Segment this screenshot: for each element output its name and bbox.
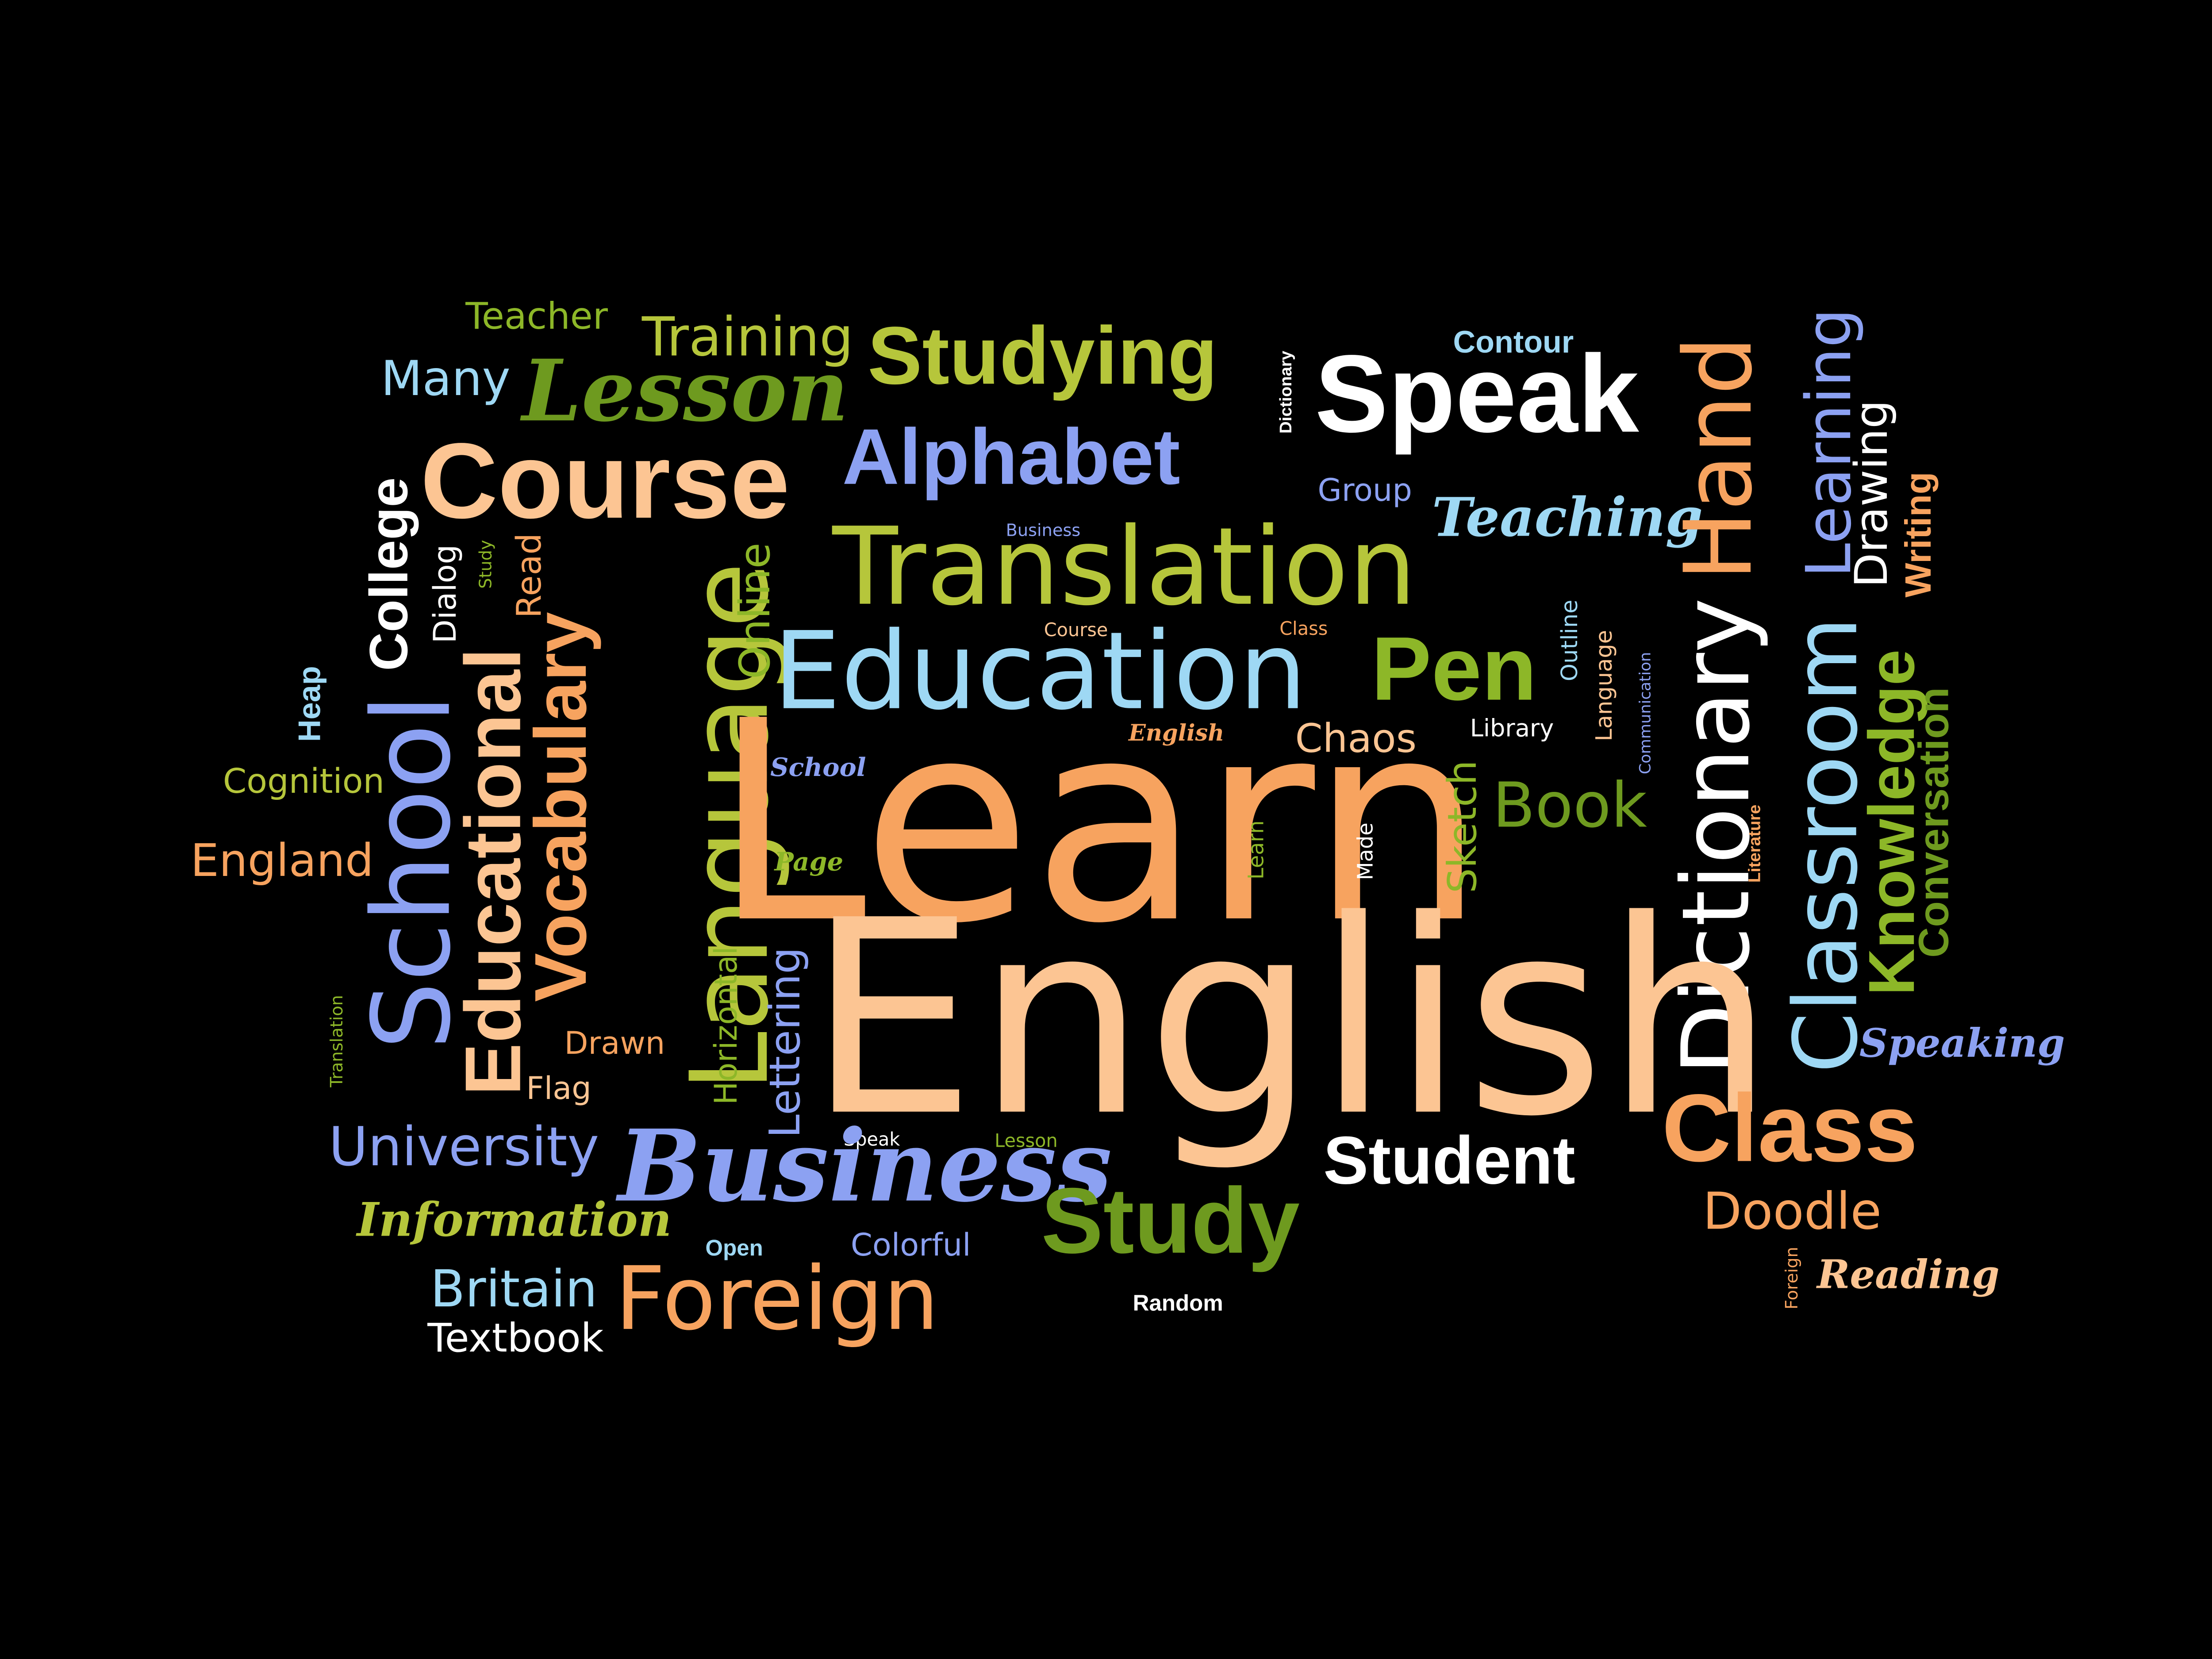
word-many: Many — [380, 351, 511, 408]
word-horizontal: Horizontal — [710, 946, 745, 1105]
word-class-large: Class — [1662, 1075, 1918, 1183]
word-writing: Writing — [1897, 472, 1939, 598]
word-training: Training — [641, 306, 854, 369]
word-outline: Outline — [1556, 599, 1583, 682]
word-england: England — [190, 833, 374, 887]
word-library: Library — [1470, 715, 1554, 744]
word-english-small: English — [1129, 719, 1225, 746]
word-class-small: Class — [1279, 619, 1328, 641]
word-study-large: Study — [1041, 1168, 1300, 1273]
word-dictionary-small: Dictionary — [1275, 350, 1296, 434]
word-page: Page — [774, 848, 844, 878]
word-college: College — [361, 477, 420, 671]
word-education: Education — [773, 608, 1307, 734]
word-lesson-large: Lesson — [522, 342, 849, 442]
word-hand: Hand — [1664, 336, 1774, 581]
word-reading: Reading — [1817, 1251, 2000, 1298]
word-translation-large: Translation — [832, 503, 1417, 630]
word-business-small: Business — [1006, 520, 1081, 541]
word-book: Book — [1492, 770, 1647, 842]
word-foreign-small: Foreign — [1782, 1247, 1802, 1310]
word-course-large: Course — [420, 422, 790, 542]
word-study-small: Study — [476, 540, 496, 589]
word-translation-small: Translation — [326, 995, 347, 1087]
word-textbook: Textbook — [427, 1314, 604, 1362]
word-teacher: Teacher — [465, 296, 608, 339]
word-contour: Contour — [1453, 324, 1574, 360]
word-educational: Educational — [448, 648, 537, 1096]
word-group: Group — [1317, 474, 1412, 510]
word-lesson-small: Lesson — [995, 1131, 1058, 1153]
word-flag: Flag — [526, 1072, 591, 1108]
word-dialog: Dialog — [429, 544, 465, 644]
word-school-small: School — [770, 753, 866, 783]
word-student: Student — [1323, 1124, 1575, 1199]
word-information: Information — [357, 1192, 672, 1247]
word-learn-main: Learn — [712, 663, 1486, 985]
word-chaos: Chaos — [1295, 715, 1417, 762]
word-cognition: Cognition — [223, 761, 385, 802]
word-britain: Britain — [430, 1261, 598, 1319]
word-business-large: Business — [618, 1107, 1112, 1225]
word-doodle: Doodle — [1702, 1183, 1882, 1242]
word-open: Open — [705, 1237, 763, 1261]
word-studying: Studying — [868, 310, 1218, 402]
word-heap: Heap — [292, 666, 327, 742]
word-drawn: Drawn — [564, 1027, 665, 1063]
word-pen: Pen — [1371, 618, 1537, 720]
word-communication: Communication — [1636, 652, 1655, 775]
word-speaking: Speaking — [1859, 1020, 2065, 1067]
word-online: Online — [731, 542, 781, 680]
word-teaching: Teaching — [1432, 485, 1703, 549]
word-speak-small: Speak — [843, 1130, 900, 1152]
word-speak-large: Speak — [1314, 331, 1639, 456]
word-conversation: Conversation — [1911, 687, 1958, 958]
word-random: Random — [1133, 1292, 1223, 1317]
word-read: Read — [509, 533, 549, 618]
word-english-main: English — [806, 863, 1775, 1175]
word-foreign-large: Foreign — [615, 1247, 939, 1350]
word-university: University — [328, 1116, 599, 1178]
word-alphabet: Alphabet — [842, 412, 1180, 501]
word-colorful: Colorful — [850, 1229, 971, 1264]
word-course-small: Course — [1044, 621, 1108, 642]
word-drawing: Drawing — [1844, 399, 1898, 588]
word-language-small: Language — [1590, 630, 1617, 741]
